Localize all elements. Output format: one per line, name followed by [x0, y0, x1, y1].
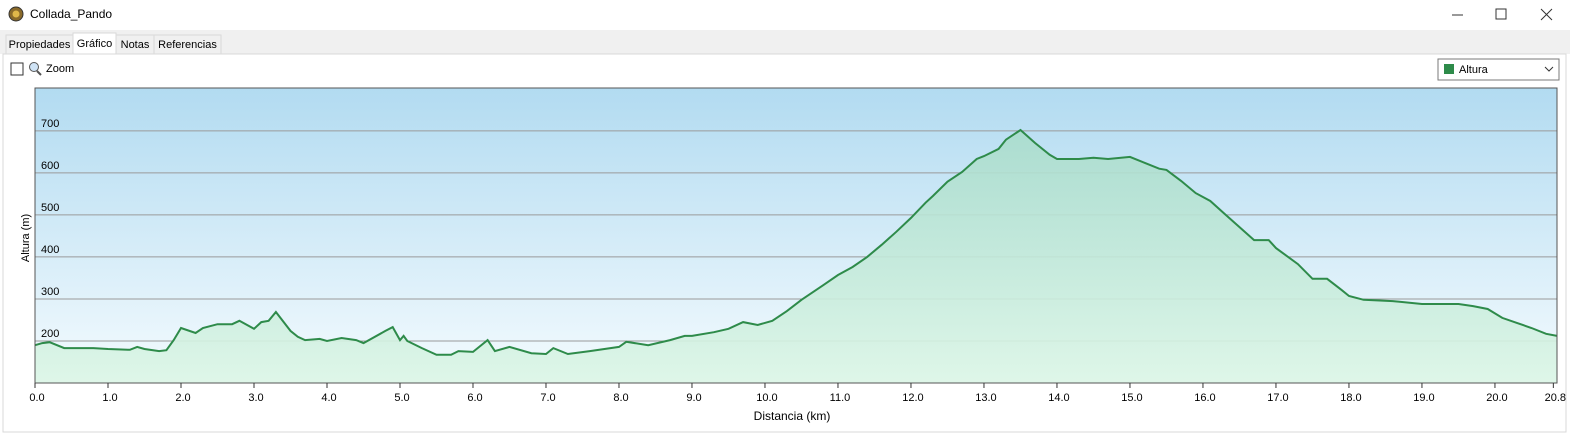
x-tick-label: 0.0 — [29, 392, 44, 404]
close-button[interactable] — [1540, 8, 1553, 21]
x-tick-label: 18.0 — [1340, 392, 1361, 404]
x-tick-label: 5.0 — [394, 392, 409, 404]
x-tick-label: 16.0 — [1194, 392, 1215, 404]
x-tick-label: 8.0 — [613, 392, 628, 404]
tab-label: Referencias — [158, 39, 217, 51]
x-tick-label: 1.0 — [102, 392, 117, 404]
zoom-icon — [29, 62, 39, 72]
series-swatch — [1444, 64, 1454, 74]
x-tick-label: 11.0 — [830, 392, 851, 404]
zoom-checkbox[interactable] — [10, 62, 24, 76]
x-tick-label: 3.0 — [248, 392, 263, 404]
x-tick-label: 10.0 — [756, 392, 777, 404]
series-dropdown-label: Altura — [1459, 64, 1489, 76]
y-tick-label: 500 — [41, 202, 59, 214]
y-axis-label: Altura (m) — [20, 214, 32, 262]
elevation-area — [35, 130, 1557, 383]
tab-strip — [0, 30, 1570, 54]
tab-label: Propiedades — [9, 39, 71, 51]
elevation-line — [34, 128, 1558, 356]
dropdown-arrow — [1544, 66, 1554, 72]
x-tick-label: 19.0 — [1413, 392, 1434, 404]
y-tick-label: 200 — [41, 328, 59, 340]
x-axis-label: Distancia (km) — [754, 409, 831, 423]
x-tick-label: 7.0 — [540, 392, 555, 404]
series-dropdown[interactable] — [1437, 58, 1560, 81]
x-tick-label: 17.0 — [1267, 392, 1288, 404]
x-tick-label: 15.0 — [1121, 392, 1142, 404]
maximize-button[interactable] — [1495, 8, 1507, 20]
y-tick-label: 400 — [41, 244, 59, 256]
title-bar — [0, 0, 1570, 30]
x-tick-label: 20.0 — [1486, 392, 1507, 404]
x-tick-label: 9.0 — [686, 392, 701, 404]
x-tick-label: 4.0 — [321, 392, 336, 404]
tab-label: Notas — [121, 39, 150, 51]
tab-label: Gráfico — [77, 38, 112, 50]
plot-frame — [34, 87, 1558, 384]
y-tick-label: 600 — [41, 160, 59, 172]
x-tick-label: 6.0 — [467, 392, 482, 404]
x-tick-label: 13.0 — [975, 392, 996, 404]
x-tick-label: 12.0 — [902, 392, 923, 404]
zoom-icon-handle — [36, 70, 42, 76]
zoom-label: Zoom — [46, 63, 74, 75]
y-tick-label: 700 — [41, 118, 59, 130]
app-icon-inner — [12, 10, 20, 18]
x-tick-label: 2.0 — [175, 392, 190, 404]
x-tick-label: 20.8 — [1545, 392, 1566, 404]
x-tick-label: 14.0 — [1048, 392, 1069, 404]
window-title: Collada_Pando — [30, 7, 112, 21]
y-tick-label: 300 — [41, 286, 59, 298]
